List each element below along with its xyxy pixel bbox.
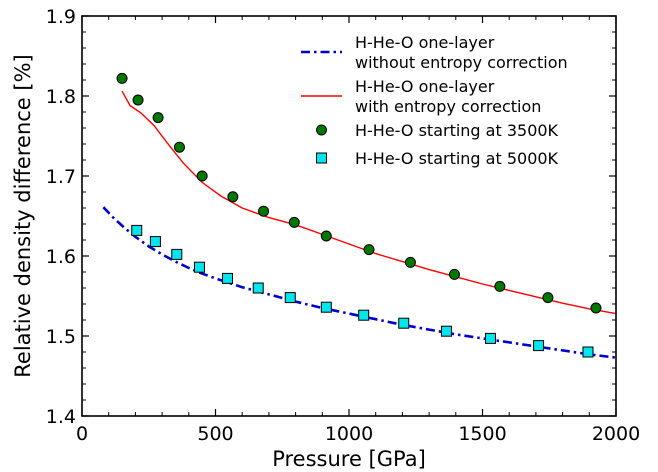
data-point-series-4 <box>149 236 161 248</box>
legend-label-2: with entropy correction <box>355 97 541 116</box>
y-tick-label: 1.5 <box>46 326 76 348</box>
legend-label-3: H-He-O starting at 3500K <box>355 121 559 140</box>
y-tick-label: 1.9 <box>46 6 76 28</box>
data-point-series-3 <box>227 191 239 203</box>
y-tick-label: 1.4 <box>46 406 76 428</box>
data-point-series-3 <box>363 244 375 256</box>
legend-swatch-3 <box>316 124 327 136</box>
data-point-series-4 <box>582 346 594 358</box>
data-point-series-3 <box>288 216 300 228</box>
legend-label-2: H-He-O one-layer <box>355 77 495 96</box>
x-axis-title: Pressure [GPa] <box>272 447 426 471</box>
legend-label-1: without entropy correction <box>355 53 568 72</box>
data-point-series-4 <box>440 325 452 337</box>
plot-frame <box>81 15 617 417</box>
data-point-series-3 <box>590 302 602 314</box>
data-point-series-3 <box>494 280 506 292</box>
y-tick-label: 1.6 <box>46 246 76 268</box>
data-point-series-3 <box>116 72 128 84</box>
data-point-series-3 <box>404 256 416 268</box>
legend-swatch-4 <box>316 152 327 164</box>
data-point-series-4 <box>171 248 183 260</box>
legend-label-1: H-He-O one-layer <box>355 33 495 52</box>
x-tick-label: 2000 <box>592 423 640 445</box>
series-line-1 <box>102 206 616 359</box>
data-point-series-3 <box>132 94 144 106</box>
data-point-series-3 <box>196 170 208 182</box>
data-point-series-4 <box>252 282 264 294</box>
data-point-series-4 <box>358 309 370 321</box>
data-point-series-4 <box>193 261 205 273</box>
y-tick-label: 1.8 <box>46 86 76 108</box>
data-point-series-4 <box>398 317 410 329</box>
y-axis-title: Relative density difference [%] <box>11 54 35 377</box>
series-layer <box>102 72 616 359</box>
x-tick-label: 500 <box>197 423 233 445</box>
data-point-series-4 <box>320 301 332 313</box>
x-tick-label: 1000 <box>325 423 373 445</box>
ticks-layer: 0 500 1000 1500 2000 1.4 1.5 1.6 1.7 1.8 1.9 <box>46 6 640 445</box>
y-tick-label: 1.7 <box>46 166 76 188</box>
data-point-series-4 <box>533 340 545 352</box>
data-point-series-3 <box>152 112 164 124</box>
data-point-series-3 <box>448 268 460 280</box>
data-point-series-4 <box>485 332 497 344</box>
data-point-series-3 <box>173 141 185 153</box>
x-tick-label: 1500 <box>458 423 506 445</box>
data-point-series-3 <box>320 230 332 242</box>
data-point-series-3 <box>542 292 554 304</box>
x-tick-label: 0 <box>76 423 88 445</box>
data-point-series-4 <box>131 224 143 236</box>
data-point-series-4 <box>284 292 296 304</box>
data-point-series-3 <box>258 205 270 217</box>
legend-label-4: H-He-O starting at 5000K <box>355 149 559 168</box>
data-point-series-4 <box>222 272 234 284</box>
